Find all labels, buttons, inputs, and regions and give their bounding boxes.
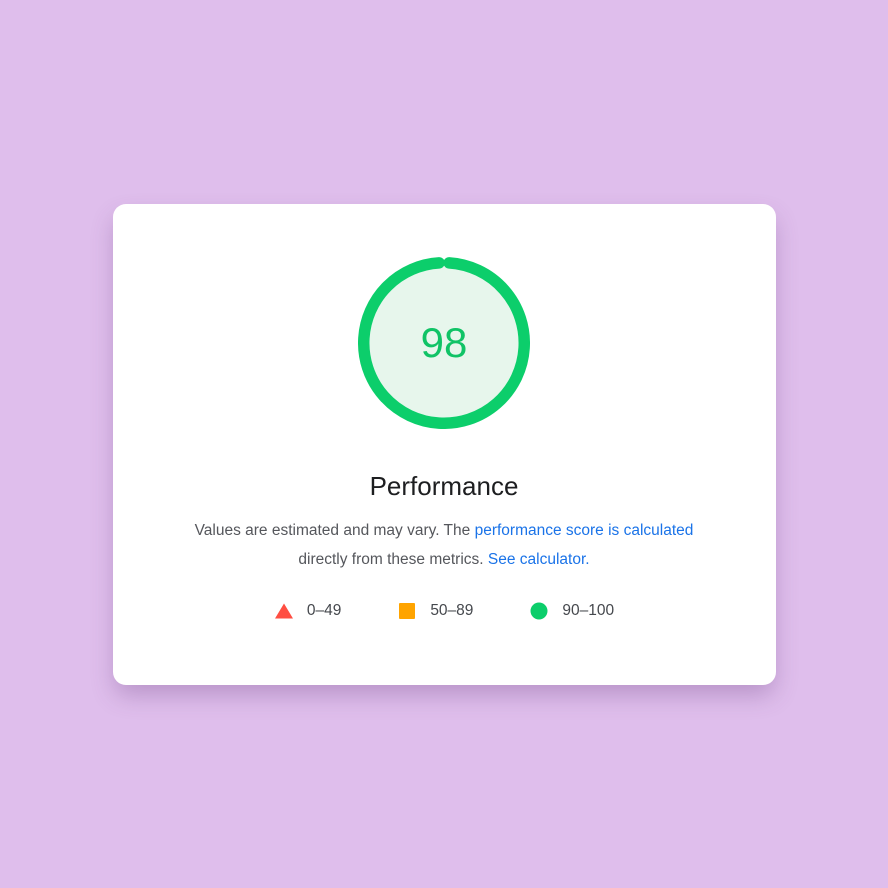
legend-label-average: 50–89 bbox=[430, 601, 474, 619]
performance-gauge[interactable]: 98 bbox=[358, 256, 530, 429]
average-range-square-icon bbox=[399, 602, 416, 619]
gauge-arc bbox=[358, 256, 530, 429]
legend-item-fail: 0–49 bbox=[274, 601, 341, 621]
fail-range-triangle-icon bbox=[274, 603, 293, 618]
description-text-1: Values are estimated and may vary. The bbox=[194, 521, 475, 539]
legend-item-average: 50–89 bbox=[397, 601, 473, 621]
gauge-fill-circle bbox=[368, 266, 520, 419]
score-value: 98 bbox=[420, 318, 468, 366]
legend-item-pass: 90–100 bbox=[529, 601, 614, 621]
category-title: Performance bbox=[369, 470, 519, 501]
performance-score-link[interactable]: performance score is calculated bbox=[474, 521, 694, 539]
score-scale-legend: 0–49 50–89 90–100 bbox=[274, 601, 614, 621]
legend-label-fail: 0–49 bbox=[306, 601, 342, 619]
legend-label-pass: 90–100 bbox=[562, 601, 615, 619]
pass-range-circle-icon bbox=[530, 602, 548, 619]
description-text-2: directly from these metrics. bbox=[298, 550, 488, 568]
see-calculator-link[interactable]: See calculator. bbox=[487, 550, 590, 568]
score-card: 98 Performance Values are estimated and … bbox=[112, 203, 776, 685]
score-description: Values are estimated and may vary. The p… bbox=[168, 516, 720, 574]
gauge-ring-icon bbox=[358, 256, 530, 429]
